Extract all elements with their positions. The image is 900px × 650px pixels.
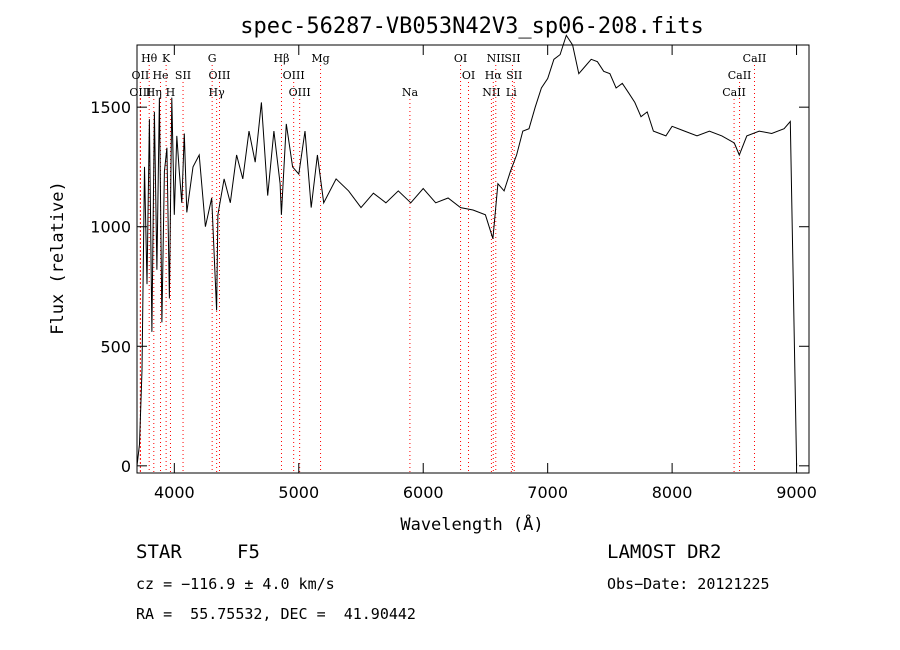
- marker-label-17: CaII: [728, 69, 752, 82]
- x-tick-label-5: 9000: [776, 483, 817, 502]
- y-tick-label-1: 500: [100, 337, 131, 356]
- obs-date: Obs−Date: 20121225: [607, 575, 770, 593]
- series-layer: [136, 34, 798, 466]
- marker-label-2: G: [208, 52, 217, 65]
- x-tick-label-0: 4000: [154, 483, 195, 502]
- survey-name: LAMOST DR2: [607, 541, 722, 563]
- redshift-text: cz = −116.9 ± 4.0 km/s: [136, 575, 335, 593]
- marker-label-25: Li: [506, 86, 517, 99]
- series-line-0: [136, 34, 798, 466]
- x-tick-label-2: 6000: [403, 483, 444, 502]
- plot-frame: [136, 44, 810, 474]
- marker-label-14: OI: [462, 69, 475, 82]
- coordinates: RA = 55.75532, DEC = 41.90442: [136, 605, 416, 623]
- marker-label-26: CaII: [722, 86, 746, 99]
- y-tick-label-2: 1000: [90, 218, 131, 237]
- marker-label-22: OIII: [289, 86, 311, 99]
- x-tick-label-1: 5000: [278, 483, 319, 502]
- object-class: STAR: [136, 541, 182, 563]
- marker-label-4: Mg: [311, 52, 329, 65]
- y-tick-label-3: 1500: [90, 98, 131, 117]
- subclass: F5: [237, 541, 260, 563]
- marker-label-7: SII: [504, 52, 520, 65]
- marker-label-19: Hη: [146, 86, 162, 99]
- marker-label-13: OIII: [283, 69, 305, 82]
- axis-ticks: 4000 5000 6000 7000 8000 9000 0 500 1000 1500: [90, 45, 817, 502]
- marker-label-24: NII: [482, 86, 500, 99]
- marker-label-10: He: [152, 69, 168, 82]
- marker-label-8: CaII: [743, 52, 767, 65]
- marker-label-16: SII: [506, 69, 522, 82]
- marker-label-9: OII: [132, 69, 150, 82]
- marker-label-21: Hγ: [209, 86, 226, 99]
- marker-label-15: Hα: [485, 69, 503, 82]
- x-tick-label-4: 8000: [652, 483, 693, 502]
- marker-label-18: OIII: [129, 86, 151, 99]
- x-tick-label-3: 7000: [527, 483, 568, 502]
- marker-label-0: Hθ: [141, 52, 158, 65]
- spectrum-chart: spec-56287-VB053N42V3_sp06-208.fits Hθ K G…: [48, 14, 817, 535]
- marker-label-12: OIII: [208, 69, 230, 82]
- y-tick-label-0: 0: [121, 457, 131, 476]
- marker-label-6: NII: [487, 52, 505, 65]
- marker-label-1: K: [162, 52, 171, 65]
- marker-label-20: H: [166, 86, 176, 99]
- marker-label-11: SII: [175, 69, 191, 82]
- y-axis-label: Flux (relative): [48, 181, 68, 335]
- marker-label-3: Hβ: [274, 52, 290, 65]
- marker-label-23: Na: [402, 86, 419, 99]
- marker-label-5: OI: [454, 52, 467, 65]
- x-axis-label: Wavelength (Å): [400, 513, 543, 535]
- chart-title: spec-56287-VB053N42V3_sp06-208.fits: [240, 14, 704, 39]
